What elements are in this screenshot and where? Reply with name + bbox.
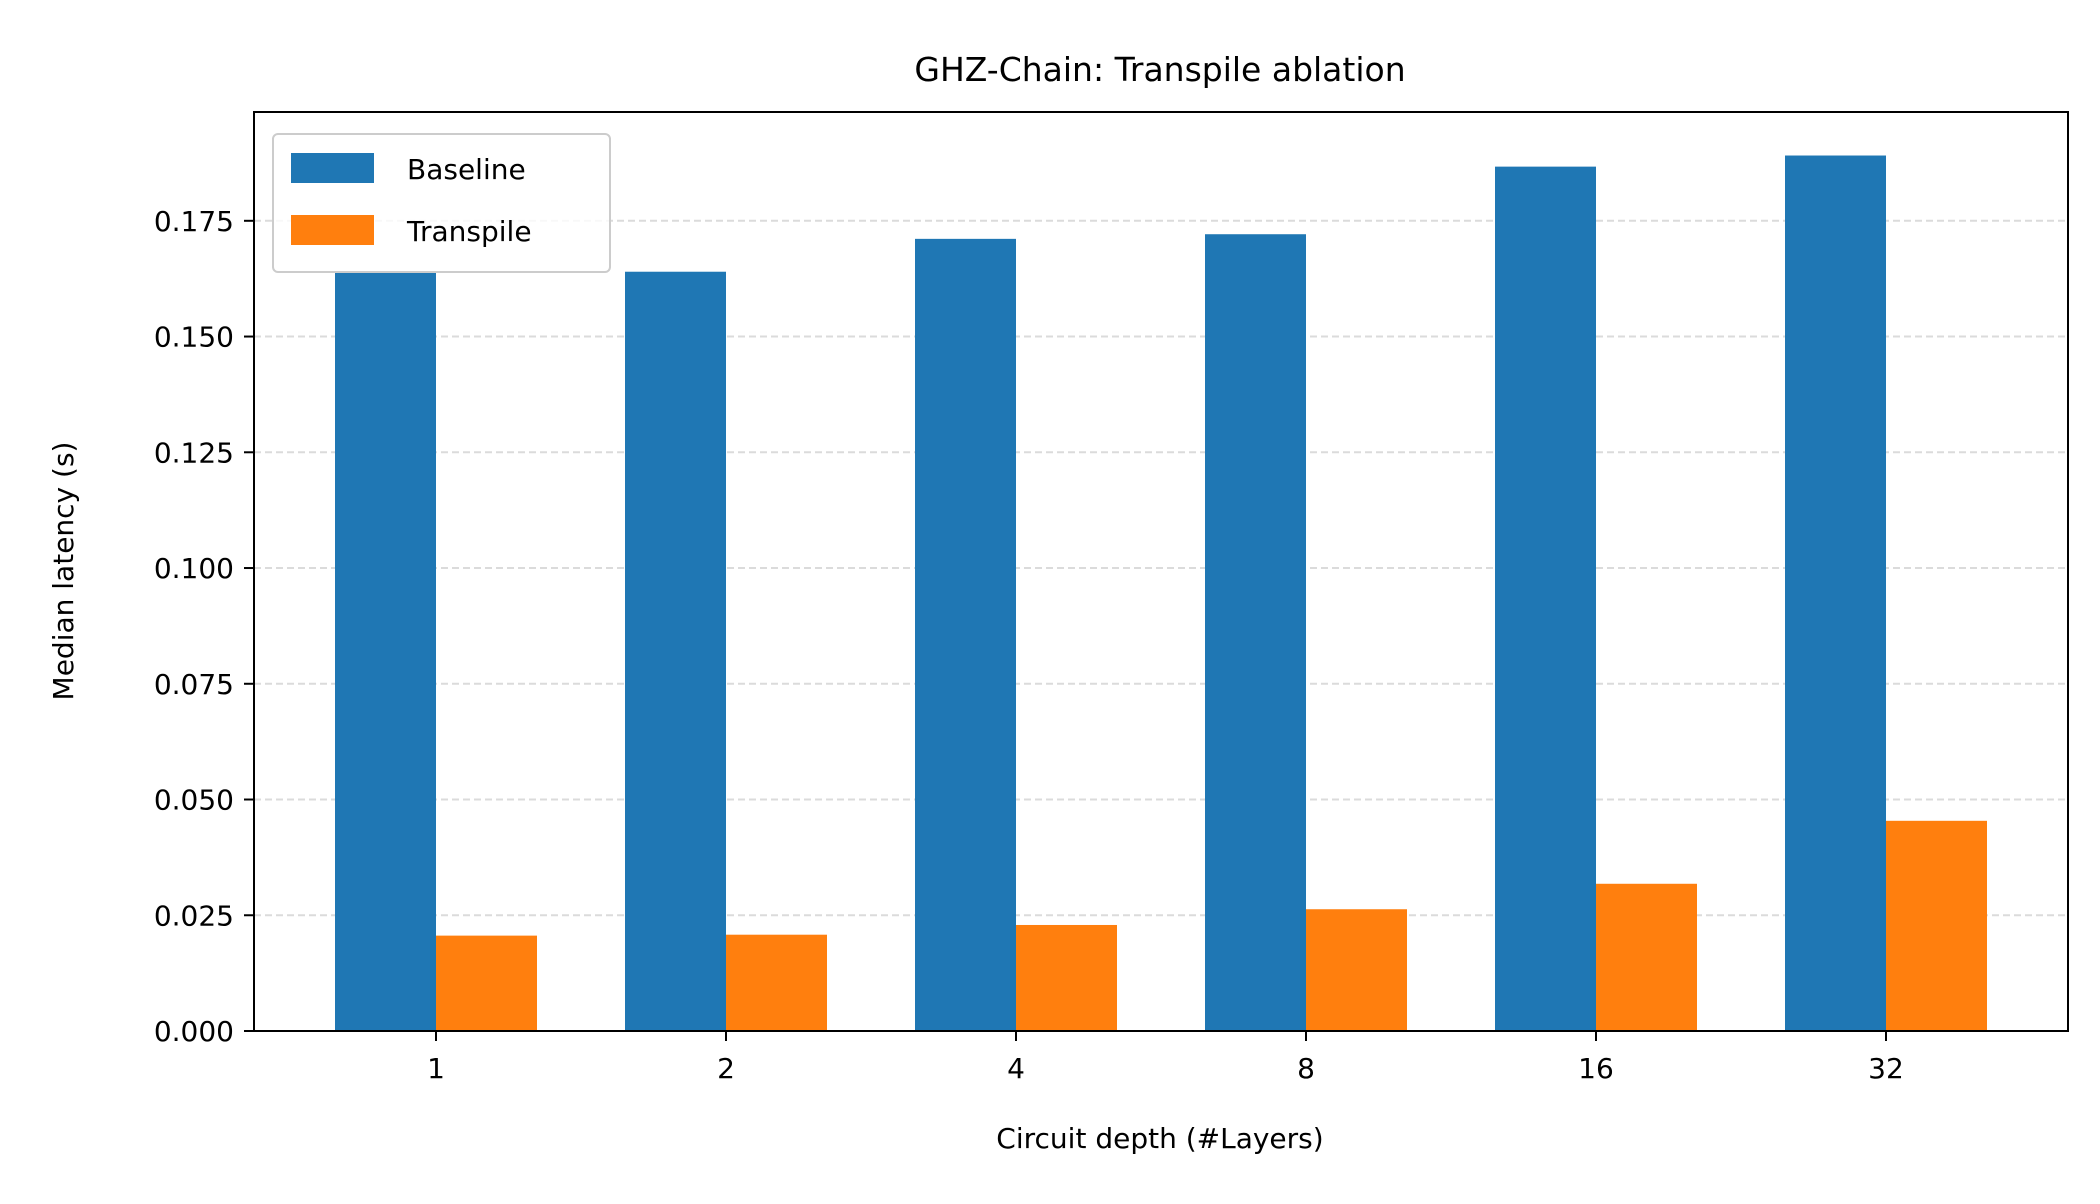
x-axis: 1 2 4 8 16 32 (427, 1031, 1904, 1085)
y-axis-label: Median latency (s) (47, 442, 80, 701)
x-tick-label: 4 (1007, 1052, 1025, 1085)
bar-baseline-8 (1205, 234, 1306, 1032)
bar-transpile-32 (1886, 820, 1987, 1031)
x-tick-label: 1 (427, 1052, 445, 1085)
plot-frame (253, 111, 2069, 1032)
legend: Baseline Transpile (272, 133, 611, 273)
x-axis-label: Circuit depth (#Layers) (996, 1122, 1323, 1155)
bar-transpile-8 (1306, 909, 1407, 1031)
y-tick-label: 0.000 (154, 1015, 234, 1048)
bar-baseline-4 (915, 238, 1016, 1032)
bar-baseline-1 (335, 271, 436, 1032)
legend-swatch-transpile (291, 215, 374, 245)
legend-label-transpile: Transpile (406, 215, 532, 248)
y-tick-label: 0.175 (154, 205, 234, 238)
y-tick-label: 0.050 (154, 784, 234, 817)
bar-baseline-2 (625, 271, 726, 1031)
y-tick-label: 0.125 (154, 436, 234, 469)
bars-layer (335, 155, 1987, 1032)
x-tick-label: 8 (1297, 1052, 1315, 1085)
x-tick-label: 32 (1868, 1052, 1904, 1085)
bar-transpile-1 (436, 935, 537, 1031)
y-tick-label: 0.025 (154, 899, 234, 932)
x-tick-label: 2 (717, 1052, 735, 1085)
y-tick-label: 0.150 (154, 321, 234, 354)
bar-transpile-4 (1016, 924, 1117, 1031)
bar-transpile-2 (726, 934, 827, 1031)
chart-title: GHZ-Chain: Transpile ablation (914, 50, 1405, 89)
bar-transpile-16 (1596, 883, 1697, 1031)
legend-swatch-baseline (291, 153, 374, 183)
bar-baseline-16 (1495, 166, 1596, 1031)
y-tick-label: 0.075 (154, 668, 234, 701)
x-tick-label: 16 (1578, 1052, 1614, 1085)
bar-baseline-32 (1785, 155, 1886, 1031)
y-tick-label: 0.100 (154, 552, 234, 585)
y-axis: 0.000 0.025 0.050 0.075 0.100 0.125 0.150 0.175 (154, 205, 254, 1048)
legend-label-baseline: Baseline (407, 153, 526, 186)
